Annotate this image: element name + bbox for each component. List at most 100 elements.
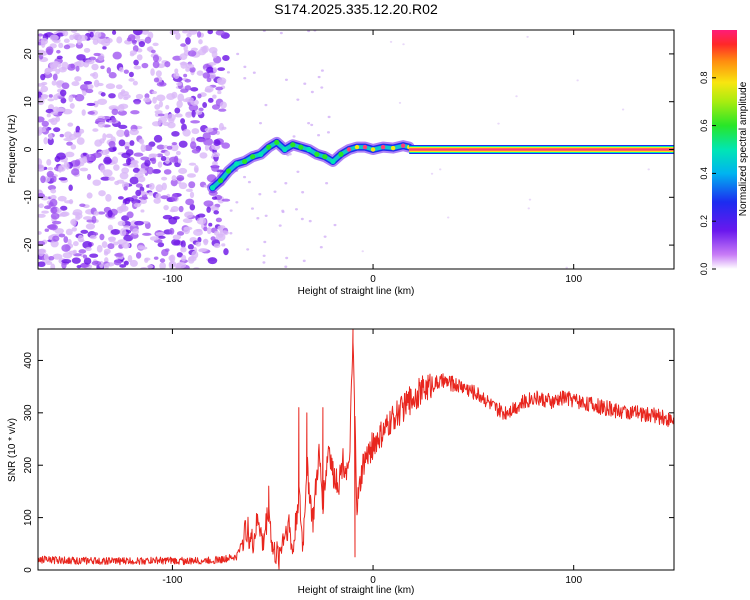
noise-blob [164, 248, 170, 252]
noise-blob [45, 46, 54, 55]
noise-blob [119, 228, 127, 237]
colorbar-tick-label: 0.4 [699, 167, 709, 180]
noise-blob [148, 191, 154, 196]
noise-blob [183, 226, 193, 231]
noise-blob [38, 33, 44, 37]
noise-blob [58, 42, 64, 49]
noise-blob [105, 262, 115, 267]
noise-blob [87, 84, 94, 90]
noise-blob [71, 168, 80, 176]
noise-blob [132, 80, 138, 86]
noise-blob [41, 120, 49, 127]
noise-blob [528, 198, 532, 201]
noise-blob [182, 98, 190, 103]
noise-blob [190, 120, 200, 124]
noise-blob [188, 103, 199, 112]
noise-blob [247, 180, 251, 184]
noise-blob [99, 164, 106, 173]
noise-blob [100, 176, 111, 181]
noise-blob [133, 202, 141, 208]
noise-blob [56, 152, 67, 160]
colorbar-tick-label: 0.6 [699, 119, 709, 132]
noise-blob [54, 228, 64, 234]
noise-blob [161, 176, 168, 181]
snr-series-line [38, 329, 674, 570]
noise-blob [72, 211, 81, 216]
noise-blob [138, 139, 143, 144]
noise-blob [250, 207, 254, 210]
noise-blob [323, 235, 327, 238]
noise-blob [98, 190, 106, 197]
noise-blob [180, 240, 186, 249]
noise-blob [137, 176, 146, 183]
noise-blob [180, 118, 186, 124]
noise-blob [202, 101, 208, 108]
noise-blob [221, 243, 226, 247]
noise-blob [156, 144, 165, 150]
noise-blob [60, 97, 67, 104]
noise-blob [196, 217, 207, 225]
noise-blob [160, 156, 167, 162]
noise-blob [187, 244, 194, 250]
noise-blob [127, 255, 133, 263]
colorbar-tick-label: 0.0 [699, 263, 709, 276]
noise-blob [159, 262, 166, 269]
noise-blob [213, 230, 220, 236]
noise-blob [53, 127, 61, 133]
noise-blob [264, 103, 268, 107]
noise-blob [152, 54, 160, 62]
noise-blob [181, 254, 187, 262]
noise-blob [163, 169, 172, 175]
x-tick-label: 0 [370, 274, 376, 285]
ridge-point [282, 146, 288, 153]
noise-blob [123, 69, 129, 74]
noise-blob [52, 73, 58, 81]
noise-blob [178, 167, 188, 175]
noise-blob [97, 211, 106, 215]
noise-blob [71, 227, 77, 232]
colorbar-gradient [712, 30, 737, 269]
noise-blob [118, 139, 126, 147]
noise-blob [185, 37, 191, 45]
noise-blob [150, 49, 156, 54]
noise-blob [180, 246, 187, 253]
noise-blob [333, 223, 337, 227]
noise-blob [38, 158, 43, 166]
ridge-point [390, 145, 396, 151]
noise-blob [38, 83, 46, 87]
noise-blob [176, 252, 183, 258]
noise-blob [133, 101, 141, 105]
noise-blob [61, 258, 72, 264]
noise-blob [132, 30, 143, 36]
noise-blob [185, 198, 195, 206]
noise-blob [77, 234, 84, 243]
noise-blob [285, 256, 289, 260]
noise-blob [172, 234, 182, 240]
noise-blob [40, 94, 49, 98]
noise-blob [51, 80, 57, 86]
noise-blob [89, 234, 97, 240]
noise-blob [223, 248, 229, 256]
noise-blob [108, 93, 116, 99]
noise-blob [121, 167, 130, 174]
noise-blob [55, 68, 61, 75]
noise-blob [155, 94, 166, 102]
noise-blob [179, 53, 188, 61]
noise-blob [92, 179, 102, 186]
noise-blob [213, 210, 220, 215]
noise-blob [198, 39, 203, 45]
noise-blob [64, 131, 72, 139]
noise-blob [196, 70, 204, 76]
noise-blob [527, 207, 530, 210]
noise-blob [170, 206, 179, 213]
noise-blob [211, 196, 218, 200]
noise-blob [193, 165, 199, 173]
noise-blob [143, 97, 151, 103]
noise-blob [149, 236, 159, 241]
noise-blob [49, 61, 59, 69]
ridge-point [330, 158, 336, 165]
noise-blob [151, 168, 161, 174]
noise-blob [175, 150, 181, 156]
